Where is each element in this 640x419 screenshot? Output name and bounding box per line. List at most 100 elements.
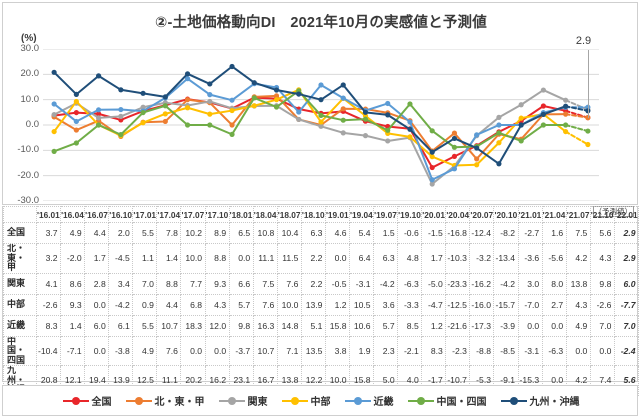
table-row: 北・ 東・甲 3.2 -2.0 1.7 -4.5 1.1 1.4 10.0 8.8 0.0 11.1 1…: [3, 243, 640, 274]
data-point: [318, 123, 324, 129]
y-axis-tick-label: -20.0: [17, 169, 39, 181]
table-cell: -12.4: [469, 222, 495, 244]
data-point: [407, 101, 413, 107]
table-cell: -2.1: [397, 335, 423, 366]
table-cell: 4.8: [397, 243, 423, 274]
table-cell: 7.6: [252, 293, 278, 316]
legend-item-近畿[interactable]: 近畿: [344, 393, 394, 408]
data-point: [407, 134, 413, 140]
legend-label: 北・東・甲: [154, 397, 205, 408]
column-header: '18.04: [252, 206, 278, 223]
data-point: [251, 103, 257, 109]
data-point: [162, 111, 168, 117]
table-cell: 15.8: [324, 314, 351, 337]
table-cell: 8.0: [541, 272, 567, 295]
table-cell: 4.9: [132, 335, 158, 366]
data-point: [207, 92, 213, 98]
data-point: [518, 102, 524, 108]
legend-item-中部[interactable]: 中部: [281, 393, 331, 408]
legend-item-九州・沖縄[interactable]: 九州・沖縄: [500, 393, 580, 408]
data-point: [318, 112, 324, 118]
table-cell: -7.0: [517, 293, 543, 316]
table-cell: 7.5: [565, 222, 591, 244]
data-point: [73, 127, 79, 133]
callout-label: 2.9: [575, 35, 592, 47]
column-header: '21.04: [541, 206, 567, 223]
data-point: [540, 122, 546, 128]
series-line: [53, 89, 567, 153]
data-point: [540, 103, 546, 109]
legend-item-北・東・甲[interactable]: 北・東・甲: [125, 393, 205, 408]
series-中部: [51, 87, 591, 169]
table-cell: -1.5: [421, 222, 447, 244]
table-cell: 10.7: [252, 335, 278, 366]
data-point: [540, 111, 546, 117]
table-cell: -0.5: [324, 272, 351, 295]
data-point: [451, 153, 458, 160]
table-cell: 2.2: [300, 272, 326, 295]
table-cell: 1.5: [373, 222, 399, 244]
data-point: [407, 126, 413, 132]
y-axis-tick-label: -30.0: [17, 195, 39, 206]
column-header: '17.04: [156, 206, 182, 223]
table-cell: -16.8: [445, 222, 471, 244]
table-cell: 7.6: [276, 272, 302, 295]
table-cell: 6.5: [228, 222, 254, 244]
table-cell: 3.8: [324, 335, 351, 366]
table-cell: -3.8: [108, 335, 134, 366]
table-cell: 1.4: [60, 314, 86, 337]
table-cell: 0.0: [541, 314, 567, 337]
table-cell: 1.9: [349, 335, 375, 366]
table-cell: 6.8: [180, 293, 206, 316]
table-cell: 4.3: [589, 243, 615, 274]
data-point: [140, 90, 146, 96]
data-point: [496, 122, 502, 128]
table-cell: 13.9: [300, 293, 326, 316]
data-point: [474, 162, 480, 168]
table-cell: 4.2: [565, 243, 591, 274]
legend-panel: 全国 北・東・甲 関東 中部 近畿 中国・四国 九州・沖縄: [2, 385, 638, 416]
legend-item-全国[interactable]: 全国: [62, 393, 112, 408]
series-line: [53, 65, 567, 165]
data-point: [496, 161, 502, 167]
table-cell: 3.2: [35, 243, 62, 274]
data-point: [563, 122, 569, 128]
data-point: [318, 97, 324, 103]
data-point: [273, 93, 280, 99]
table-cell: 3.6: [373, 293, 399, 316]
data-point: [296, 91, 302, 97]
data-point: [318, 119, 324, 125]
data-point: [563, 128, 569, 135]
table-cell: -2.6: [589, 293, 615, 316]
data-point: [96, 107, 102, 113]
table-cell: 2.8: [84, 272, 110, 295]
table-cell: 5.1: [300, 314, 326, 337]
table-cell: 10.0: [276, 293, 302, 316]
table-cell: 4.3: [204, 293, 230, 316]
column-header: '19.10: [397, 206, 423, 223]
data-point: [407, 119, 413, 125]
data-point: [585, 108, 591, 114]
table-cell: 8.8: [156, 272, 182, 295]
table-cell: 0.0: [324, 243, 351, 274]
table-cell: 5.7: [373, 314, 399, 337]
column-header: '22.01: [613, 206, 640, 223]
table-cell: 1.1: [132, 243, 158, 274]
table-cell: 7.7: [180, 272, 206, 295]
table-cell: 2.9: [613, 222, 640, 244]
data-point: [518, 122, 524, 128]
data-point: [207, 81, 213, 87]
table-cell: -3.1: [349, 272, 375, 295]
legend-item-中国・四国[interactable]: 中国・四国: [407, 393, 487, 408]
data-point: [229, 107, 235, 114]
legend-item-関東[interactable]: 関東: [218, 393, 268, 408]
data-point: [340, 130, 346, 136]
table-cell: -3.7: [228, 335, 254, 366]
table-row: 関東 4.1 8.6 2.8 3.4 7.0 8.8 7.7 9.3 6.6 7.5 7.6 2.2 -0…: [3, 272, 640, 295]
data-point: [140, 120, 146, 126]
table-cell: 6.6: [228, 272, 254, 295]
data-point: [474, 145, 480, 151]
column-header: '20.07: [469, 206, 495, 223]
table-cell: 1.2: [421, 314, 447, 337]
column-header: '16.10: [108, 206, 134, 223]
